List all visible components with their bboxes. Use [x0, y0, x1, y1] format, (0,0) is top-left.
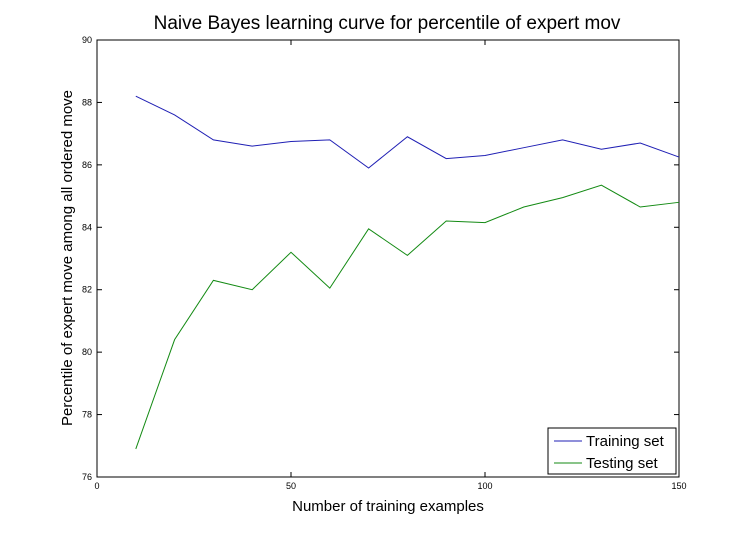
legend-box: [547, 427, 677, 475]
x-tick-label-3: 150: [671, 481, 686, 491]
legend-entry-1: Testing set: [586, 455, 659, 472]
axis-ticks: 0 50 100 150 76 78 80 82 84 86 88 90: [82, 35, 687, 491]
y-axis-label: Percentile of expert move among all orde…: [59, 90, 76, 426]
series-line-0: [135, 95, 680, 169]
x-tick-label-1: 50: [286, 481, 296, 491]
series-lines: [135, 95, 680, 450]
y-tick-label-4: 84: [82, 222, 92, 232]
series-line-1: [135, 184, 680, 450]
y-tick-label-0: 76: [82, 472, 92, 482]
legend: Training set Testing set: [547, 427, 677, 475]
chart-title: Naive Bayes learning curve for percentil…: [154, 13, 621, 34]
y-tick-label-2: 80: [82, 347, 92, 357]
x-axis-label: Number of training examples: [292, 498, 484, 515]
y-tick-label-7: 90: [82, 35, 92, 45]
plot-area: [96, 39, 680, 478]
legend-entry-0: Training set: [586, 433, 665, 450]
y-tick-label-1: 78: [82, 410, 92, 420]
x-tick-label-2: 100: [477, 481, 492, 491]
y-tick-label-5: 86: [82, 160, 92, 170]
y-tick-label-3: 82: [82, 285, 92, 295]
y-tick-label-6: 88: [82, 97, 92, 107]
x-tick-label-0: 0: [94, 481, 99, 491]
